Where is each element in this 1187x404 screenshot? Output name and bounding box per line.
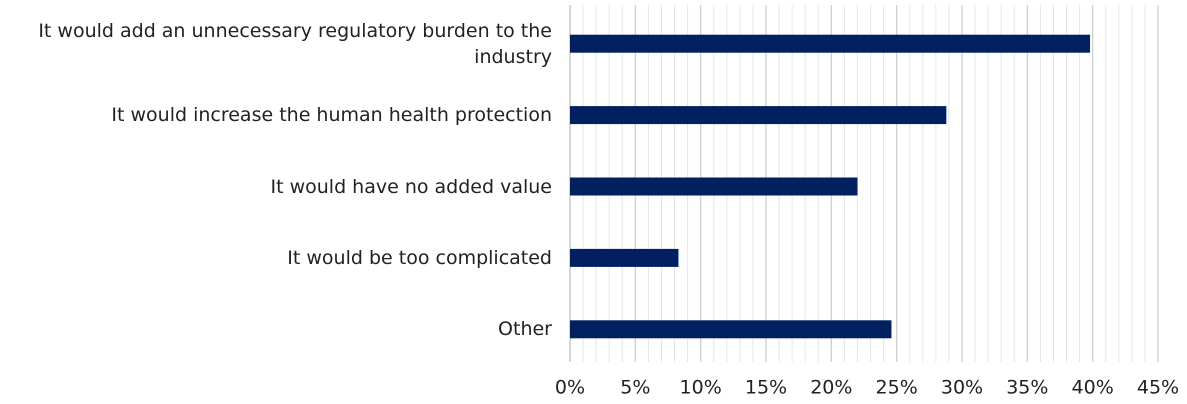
bar: [570, 320, 892, 339]
y-tick-label: It would be too complicated: [287, 246, 552, 269]
bar: [570, 248, 679, 267]
x-tick-label: 5%: [620, 377, 650, 399]
x-tick-label: 45%: [1137, 377, 1179, 399]
bar: [570, 177, 858, 196]
y-tick-label: It would have no added value: [270, 175, 553, 198]
x-tick-label: 15%: [745, 377, 787, 399]
x-tick-label: 10%: [680, 377, 722, 399]
y-tick-label: Other: [498, 318, 552, 341]
y-tick-label: It would add an unnecessary regulatory b…: [38, 19, 552, 68]
x-tick-label: 25%: [876, 377, 918, 399]
x-tick-label: 35%: [1006, 377, 1048, 399]
x-tick-label: 0%: [555, 377, 585, 399]
y-tick-label: It would increase the human health prote…: [111, 104, 552, 127]
x-tick-label: 20%: [810, 377, 852, 399]
x-tick-label: 40%: [1072, 377, 1114, 399]
bar: [570, 34, 1091, 53]
x-tick-label: 30%: [941, 377, 983, 399]
bar: [570, 106, 947, 125]
